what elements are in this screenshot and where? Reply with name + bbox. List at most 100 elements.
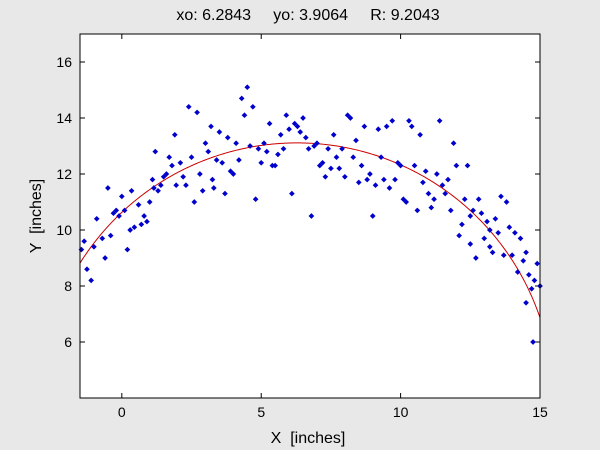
data-point bbox=[297, 129, 304, 135]
data-point bbox=[250, 103, 256, 110]
data-point bbox=[369, 213, 376, 219]
data-point bbox=[194, 109, 200, 116]
data-point bbox=[241, 112, 248, 119]
data-point bbox=[233, 140, 239, 147]
data-point bbox=[478, 210, 485, 217]
y-tick-label: 14 bbox=[56, 110, 72, 126]
data-point bbox=[224, 134, 231, 141]
data-point bbox=[498, 193, 504, 200]
data-point bbox=[381, 176, 387, 183]
data-point bbox=[128, 187, 135, 194]
data-point bbox=[219, 159, 226, 166]
data-point bbox=[486, 227, 493, 233]
data-point bbox=[238, 95, 245, 102]
data-point bbox=[378, 154, 384, 161]
data-point bbox=[328, 165, 334, 172]
data-point bbox=[305, 145, 312, 152]
data-point bbox=[339, 145, 345, 152]
data-point bbox=[336, 165, 343, 172]
data-point bbox=[258, 159, 265, 166]
data-point bbox=[222, 190, 228, 197]
data-point bbox=[425, 190, 432, 197]
data-point bbox=[171, 131, 178, 138]
data-point bbox=[422, 168, 429, 175]
y-axis-label: Y [inches] bbox=[28, 179, 45, 253]
data-point bbox=[247, 143, 253, 149]
data-point bbox=[520, 257, 527, 264]
data-point bbox=[286, 126, 292, 133]
data-point bbox=[84, 266, 90, 273]
data-point bbox=[266, 120, 273, 127]
data-point bbox=[216, 129, 223, 135]
data-point bbox=[523, 249, 529, 256]
data-point bbox=[397, 162, 404, 169]
data-point bbox=[467, 213, 474, 219]
data-point bbox=[127, 227, 134, 233]
data-point bbox=[456, 232, 462, 239]
data-point bbox=[461, 196, 468, 203]
data-point bbox=[138, 221, 145, 228]
data-point bbox=[445, 176, 451, 183]
data-point bbox=[484, 218, 490, 225]
data-point bbox=[244, 84, 251, 91]
data-point bbox=[205, 148, 212, 155]
data-point bbox=[506, 224, 513, 231]
data-point bbox=[406, 117, 412, 124]
data-point bbox=[495, 229, 502, 236]
data-point bbox=[322, 173, 329, 180]
data-point bbox=[275, 151, 281, 158]
data-point bbox=[261, 140, 267, 147]
x-axis-label: X [inches] bbox=[271, 430, 346, 447]
data-point bbox=[91, 243, 97, 250]
data-point bbox=[509, 252, 515, 259]
data-point bbox=[330, 131, 337, 138]
data-point bbox=[500, 252, 507, 259]
data-point bbox=[372, 182, 379, 189]
data-point bbox=[526, 271, 532, 278]
data-point bbox=[158, 182, 164, 189]
data-point bbox=[199, 187, 206, 194]
data-point bbox=[481, 235, 488, 242]
data-point bbox=[528, 285, 535, 292]
data-point bbox=[411, 162, 418, 169]
data-point bbox=[93, 215, 100, 222]
data-point bbox=[530, 339, 536, 345]
data-point bbox=[191, 199, 198, 205]
data-point bbox=[514, 269, 521, 275]
data-point bbox=[431, 196, 437, 203]
data-point bbox=[146, 199, 153, 205]
data-point bbox=[489, 249, 496, 256]
data-point bbox=[144, 218, 150, 225]
data-point bbox=[230, 171, 237, 177]
data-point bbox=[209, 176, 216, 183]
y-tick-label: 6 bbox=[64, 334, 72, 350]
data-point bbox=[531, 277, 538, 284]
data-point bbox=[428, 204, 435, 211]
data-point bbox=[185, 103, 192, 110]
data-point bbox=[325, 145, 331, 152]
data-point bbox=[392, 176, 398, 183]
data-point bbox=[447, 207, 454, 214]
data-point bbox=[152, 148, 159, 155]
data-point bbox=[255, 145, 262, 152]
data-point bbox=[467, 241, 474, 247]
data-point bbox=[534, 260, 541, 267]
data-points bbox=[78, 84, 543, 345]
y-tick-label: 10 bbox=[56, 222, 72, 238]
data-point bbox=[517, 235, 524, 242]
data-point bbox=[367, 171, 373, 177]
data-point bbox=[375, 126, 382, 133]
data-point bbox=[141, 213, 147, 219]
data-point bbox=[213, 157, 220, 163]
data-point bbox=[121, 207, 128, 214]
data-point bbox=[439, 182, 446, 189]
data-point bbox=[347, 115, 354, 121]
data-point bbox=[81, 238, 88, 245]
data-point bbox=[280, 145, 287, 152]
data-point bbox=[180, 173, 186, 180]
data-point bbox=[358, 162, 365, 169]
data-point bbox=[208, 123, 214, 130]
data-point bbox=[155, 187, 161, 194]
data-point bbox=[272, 162, 278, 169]
